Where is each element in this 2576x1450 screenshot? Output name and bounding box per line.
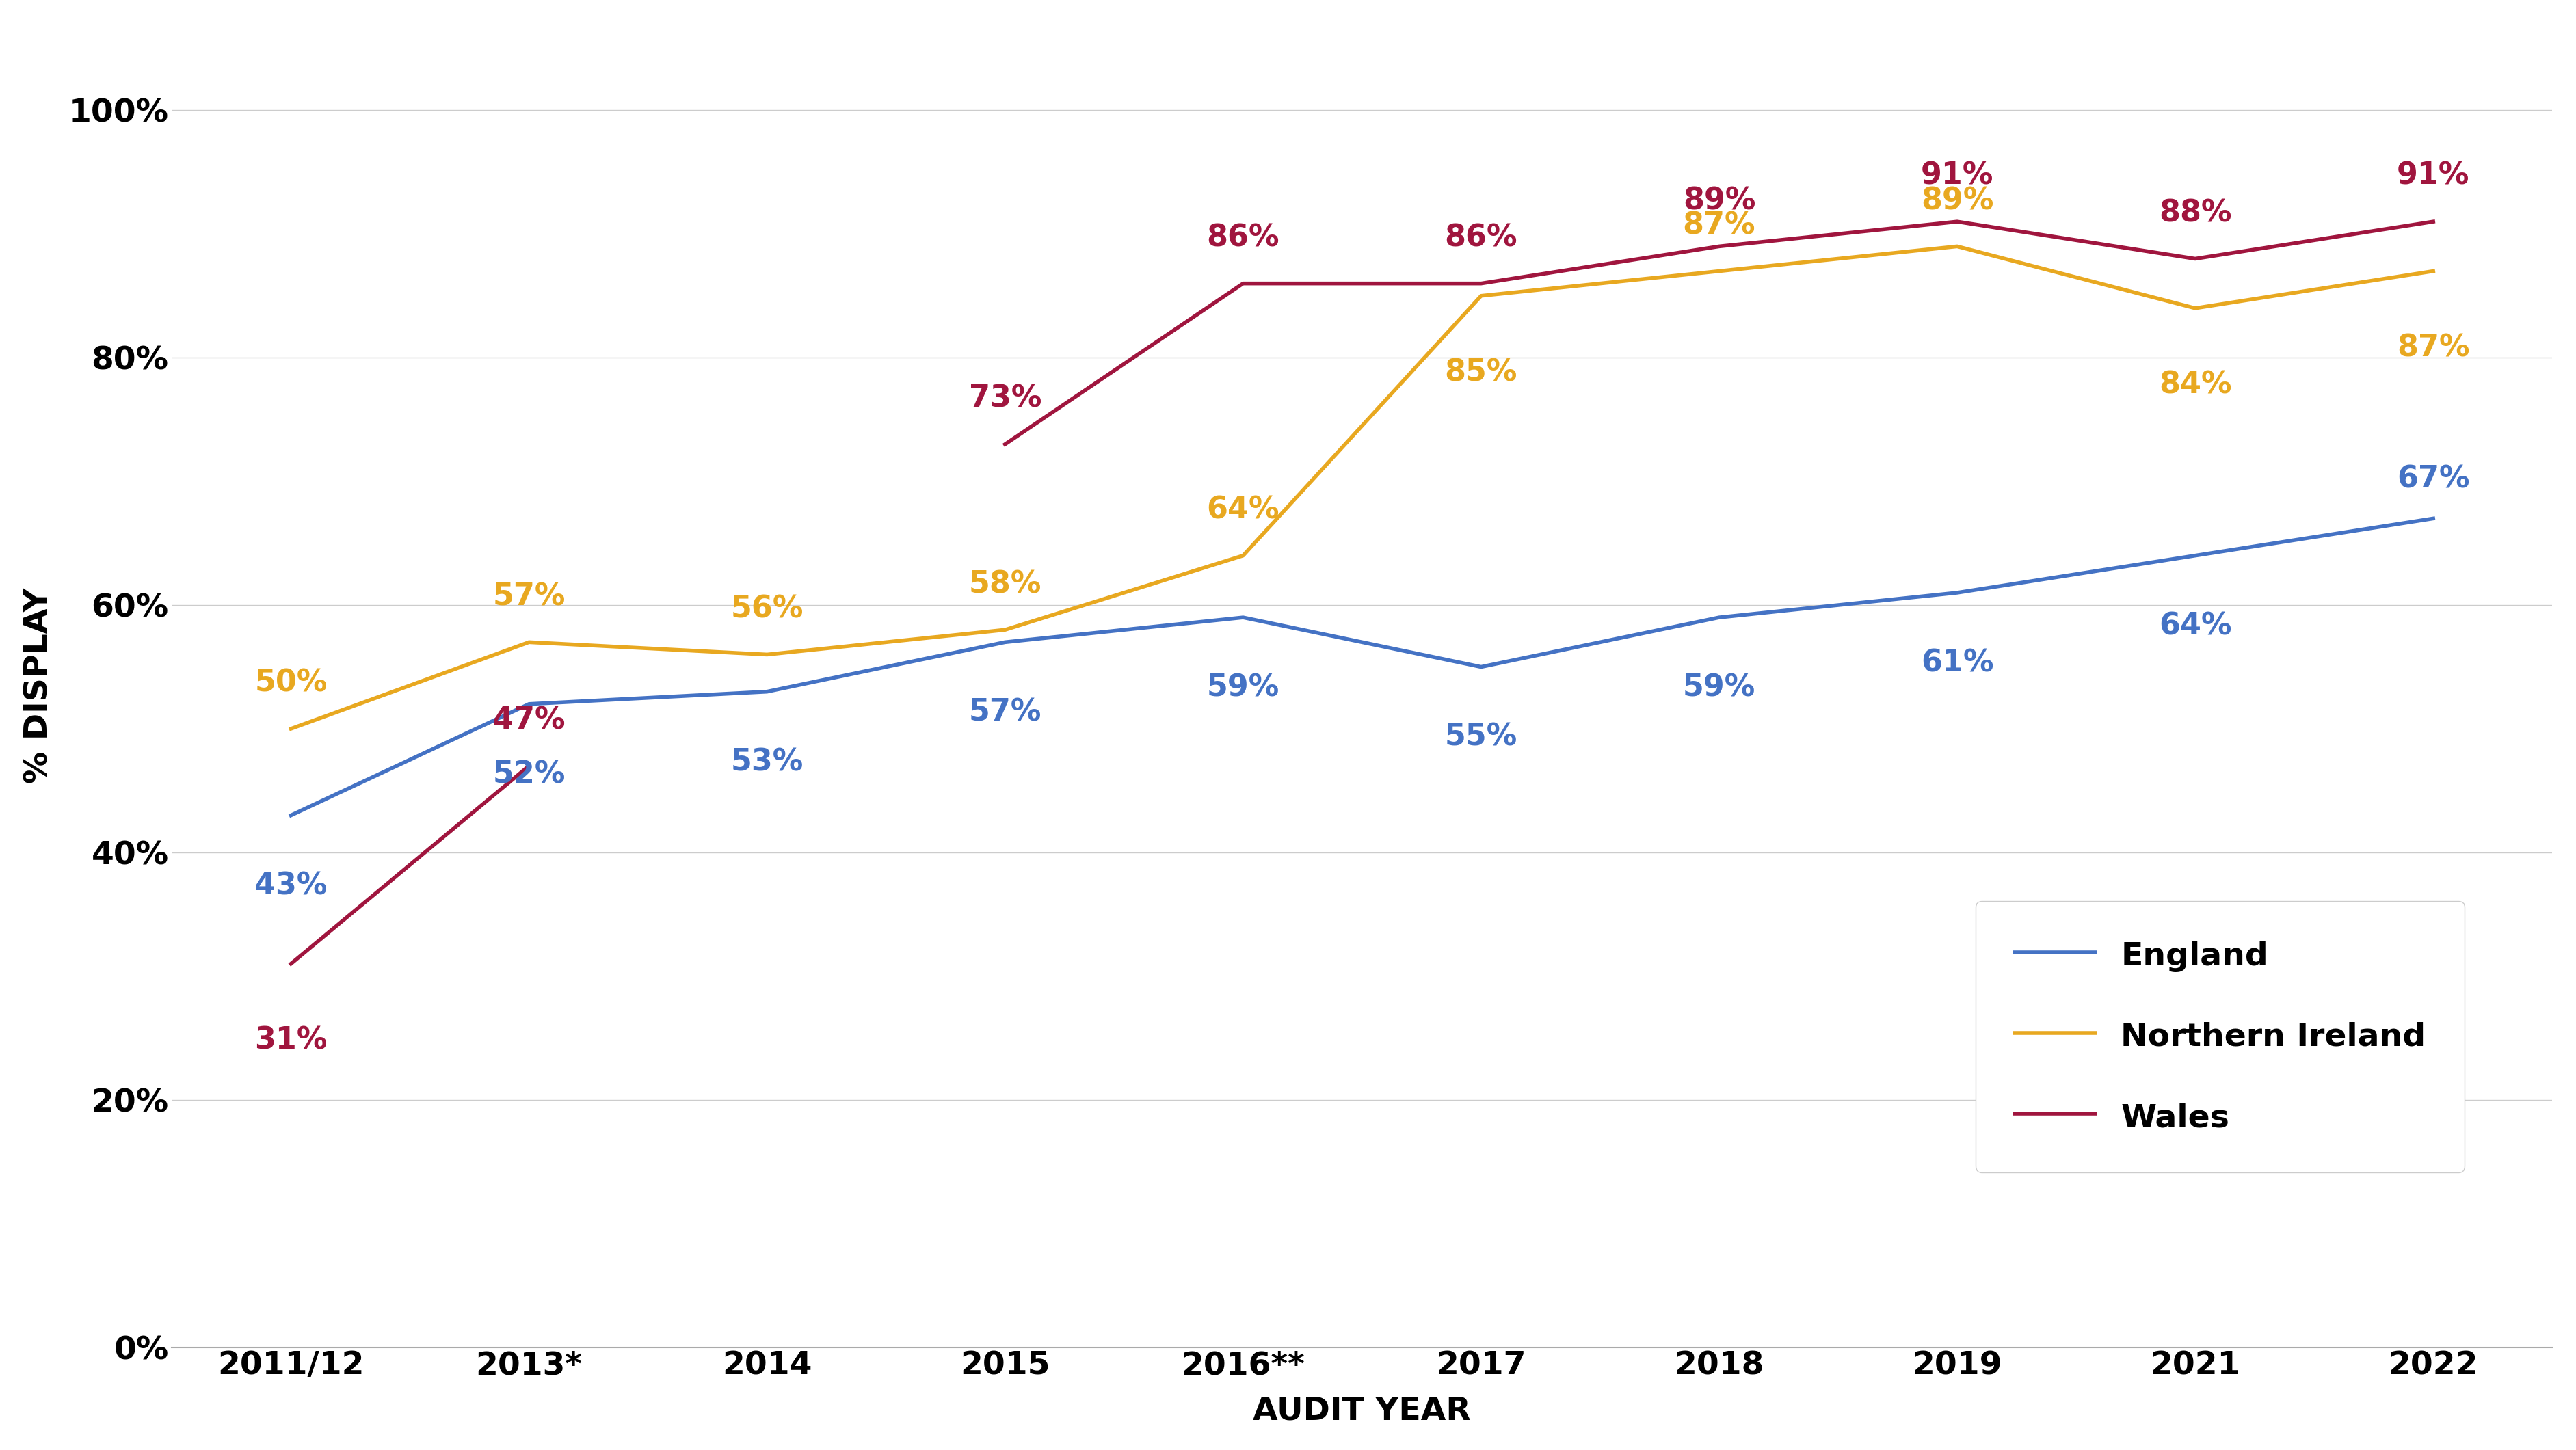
Text: 89%: 89% xyxy=(1682,186,1754,216)
Text: 91%: 91% xyxy=(2396,161,2470,191)
Text: 85%: 85% xyxy=(1445,358,1517,387)
Text: 87%: 87% xyxy=(1682,210,1757,241)
Text: 53%: 53% xyxy=(732,747,804,777)
Text: 52%: 52% xyxy=(492,760,564,789)
X-axis label: AUDIT YEAR: AUDIT YEAR xyxy=(1252,1395,1471,1427)
Text: 58%: 58% xyxy=(969,570,1041,599)
Text: 67%: 67% xyxy=(2396,464,2470,494)
Text: 91%: 91% xyxy=(1922,161,1994,191)
Text: 43%: 43% xyxy=(255,871,327,900)
Text: 55%: 55% xyxy=(1445,722,1517,753)
Text: 73%: 73% xyxy=(969,384,1041,413)
Text: 31%: 31% xyxy=(255,1025,327,1056)
Text: 47%: 47% xyxy=(492,706,564,735)
Text: 59%: 59% xyxy=(1682,673,1754,702)
Legend: England, Northern Ireland, Wales: England, Northern Ireland, Wales xyxy=(1976,900,2465,1172)
Text: 50%: 50% xyxy=(255,668,327,697)
Y-axis label: % DISPLAY: % DISPLAY xyxy=(23,587,54,783)
Text: 56%: 56% xyxy=(732,594,804,624)
Text: 86%: 86% xyxy=(1445,223,1517,252)
Text: 87%: 87% xyxy=(2396,334,2470,362)
Text: 88%: 88% xyxy=(2159,199,2231,228)
Text: 64%: 64% xyxy=(2159,612,2231,641)
Text: 64%: 64% xyxy=(1206,496,1280,525)
Text: 89%: 89% xyxy=(1922,186,1994,216)
Text: 59%: 59% xyxy=(1206,673,1280,702)
Text: 57%: 57% xyxy=(492,581,564,612)
Text: 84%: 84% xyxy=(2159,370,2231,399)
Text: 86%: 86% xyxy=(1206,223,1280,252)
Text: 61%: 61% xyxy=(1922,648,1994,677)
Text: 57%: 57% xyxy=(969,697,1041,728)
